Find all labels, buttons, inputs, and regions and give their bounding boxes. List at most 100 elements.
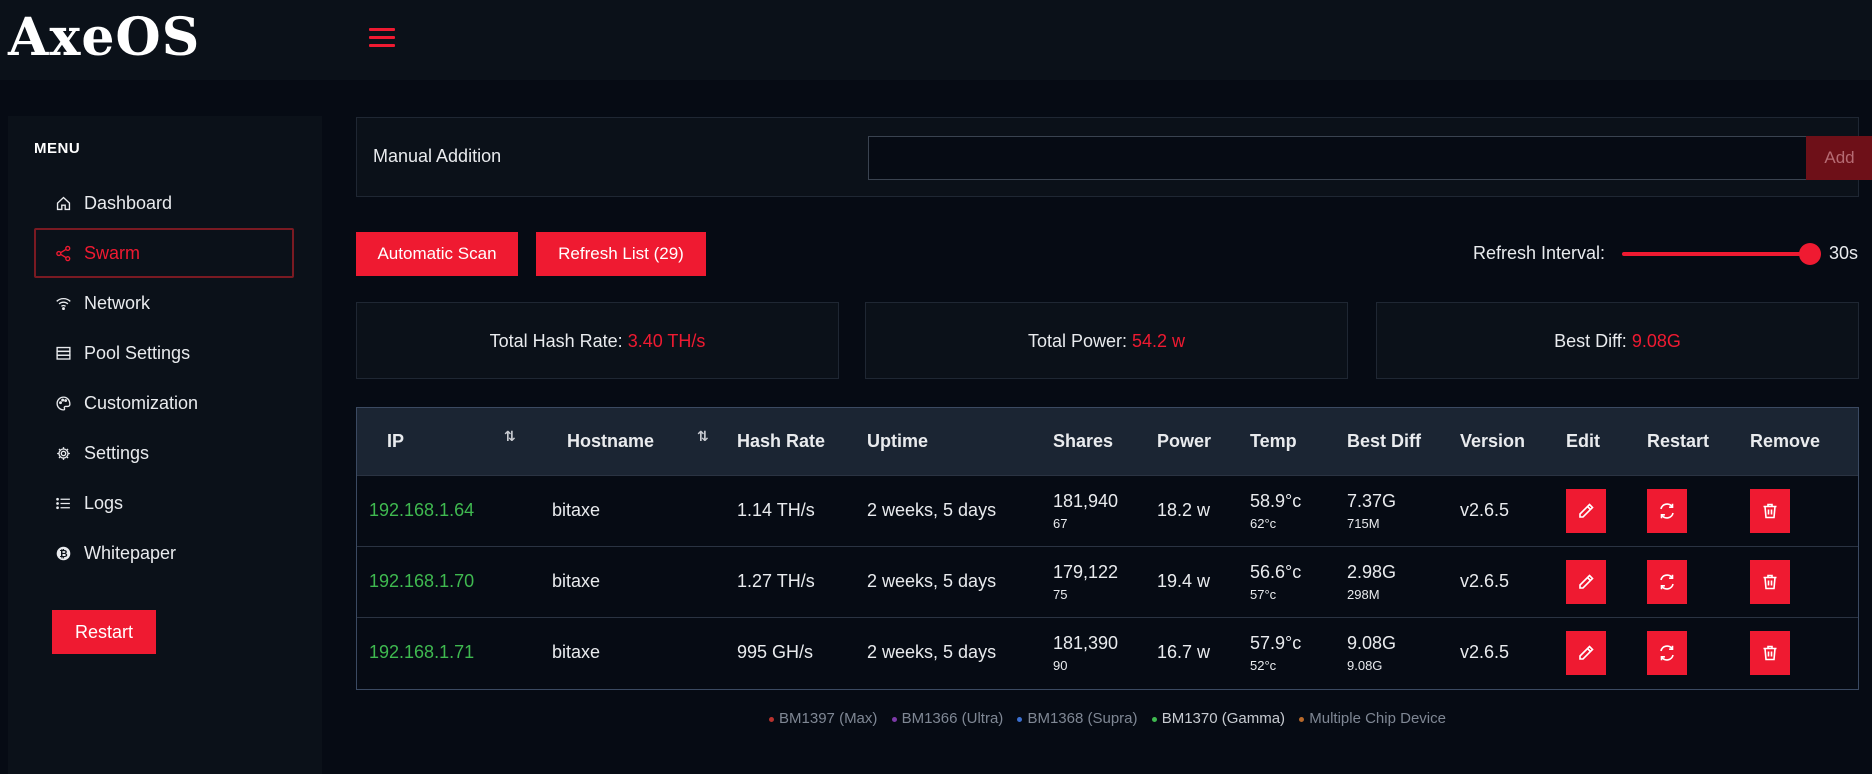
remove-button[interactable] <box>1750 488 1790 533</box>
table-header-row: IP ⇅ Hostname ⇅ Hash Rate Uptime Shares … <box>357 408 1858 475</box>
column-header-ip[interactable]: IP ⇅ <box>387 428 516 451</box>
column-header-restart: Restart <box>1647 430 1710 451</box>
trash-icon <box>1763 503 1777 518</box>
legend-item-multiple-chip: Multiple Chip Device <box>1299 710 1446 727</box>
legend-item-bm1368: BM1368 (Supra) <box>1017 710 1138 727</box>
edit-button[interactable] <box>1566 559 1606 604</box>
restart-device-button[interactable] <box>1647 488 1687 533</box>
device-table: IP ⇅ Hostname ⇅ Hash Rate Uptime Shares … <box>356 407 1859 690</box>
best-diff-value: 9.08G <box>1631 331 1681 351</box>
sidebar-item-label: Customization <box>84 392 199 413</box>
version-cell: v2.6.5 <box>1460 571 1510 591</box>
restart-device-button[interactable] <box>1647 630 1687 675</box>
sidebar-item-customization[interactable]: Customization <box>34 378 294 428</box>
chip-legend: BM1397 (Max) BM1366 (Ultra) BM1368 (Supr… <box>356 710 1859 727</box>
shares-cell: 179,122 75 <box>1053 561 1119 602</box>
power-cell: 19.4 w <box>1157 571 1211 591</box>
remove-button[interactable] <box>1750 559 1790 604</box>
pencil-icon <box>1579 573 1594 589</box>
best-diff-cell: 7.37G 715M <box>1347 490 1397 531</box>
legend-item-bm1370: BM1370 (Gamma) <box>1151 710 1285 727</box>
manual-ip-input[interactable] <box>868 136 1807 180</box>
gear-icon <box>54 444 72 462</box>
sidebar-item-label: Network <box>84 292 151 313</box>
menu-title: MENU <box>34 140 81 157</box>
sort-icon[interactable]: ⇅ <box>504 428 516 444</box>
device-ip-link[interactable]: 192.168.1.70 <box>369 571 475 591</box>
total-hash-rate-label: Total Hash Rate: <box>489 331 623 351</box>
sidebar-item-swarm[interactable]: Swarm <box>34 228 294 278</box>
hash-rate-cell: 1.27 TH/s <box>737 571 815 591</box>
manual-addition-label: Manual Addition <box>373 146 502 166</box>
best-diff-cell: 9.08G 9.08G <box>1347 632 1397 673</box>
temp-cell: 56.6°c 57°c <box>1250 561 1302 602</box>
refresh-icon <box>1660 645 1674 661</box>
wifi-icon <box>54 294 72 312</box>
legend-dot <box>1017 716 1023 722</box>
restart-button[interactable]: Restart <box>52 610 156 654</box>
edit-button[interactable] <box>1566 488 1606 533</box>
server-icon <box>54 344 72 362</box>
pencil-icon <box>1579 502 1594 518</box>
refresh-interval-slider-thumb[interactable] <box>1799 243 1821 265</box>
column-header-power: Power <box>1157 430 1212 451</box>
sidebar-item-label: Whitepaper <box>84 542 177 563</box>
sidebar-item-label: Dashboard <box>84 192 173 213</box>
refresh-icon <box>1660 573 1674 590</box>
column-header-uptime: Uptime <box>867 430 929 451</box>
shares-cell: 181,940 67 <box>1053 490 1119 531</box>
sidebar-item-label: Logs <box>84 492 124 513</box>
pencil-icon <box>1579 645 1594 660</box>
device-ip-link[interactable]: 192.168.1.64 <box>369 500 475 520</box>
table-row: 192.168.1.71 bitaxe 995 GH/s 2 weeks, 5 … <box>357 617 1858 688</box>
edit-button[interactable] <box>1566 630 1606 675</box>
device-ip-link[interactable]: 192.168.1.71 <box>369 642 475 663</box>
best-diff-card: Best Diff: 9.08G <box>1376 302 1859 379</box>
hostname-cell: bitaxe <box>552 571 601 591</box>
sidebar-item-dashboard[interactable]: Dashboard <box>34 178 294 228</box>
total-hash-rate-value: 3.40 TH/s <box>627 331 706 351</box>
sidebar-item-settings[interactable]: Settings <box>34 428 294 478</box>
svg-text:₿: ₿ <box>59 548 67 560</box>
sidebar-item-whitepaper[interactable]: ₿ Whitepaper <box>34 528 294 578</box>
sidebar-item-pool-settings[interactable]: Pool Settings <box>34 328 294 378</box>
menu-toggle-button[interactable] <box>369 28 395 48</box>
add-button[interactable]: Add <box>1806 136 1872 180</box>
column-header-shares: Shares <box>1053 430 1114 451</box>
sidebar-item-label: Settings <box>84 442 150 463</box>
column-header-remove: Remove <box>1750 430 1821 451</box>
sidebar-item-logs[interactable]: Logs <box>34 478 294 528</box>
automatic-scan-button[interactable]: Automatic Scan <box>356 232 518 276</box>
refresh-interval-value: 30s <box>1829 243 1859 263</box>
restart-device-button[interactable] <box>1647 559 1687 604</box>
legend-dot <box>1151 716 1157 722</box>
sidebar: MENU Dashboard Swarm Network Pool Settin… <box>8 116 322 774</box>
sidebar-item-label: Pool Settings <box>84 342 191 363</box>
best-diff-cell: 2.98G 298M <box>1347 561 1397 602</box>
total-power-card: Total Power: 54.2 w <box>865 302 1348 379</box>
refresh-list-button[interactable]: Refresh List (29) <box>536 232 706 276</box>
total-power-label: Total Power: <box>1027 331 1127 351</box>
legend-dot <box>891 716 897 722</box>
remove-button[interactable] <box>1750 630 1790 675</box>
trash-icon <box>1763 574 1777 589</box>
legend-dot <box>1299 716 1305 722</box>
column-header-hostname[interactable]: Hostname ⇅ <box>567 428 709 451</box>
power-cell: 16.7 w <box>1157 642 1211 663</box>
refresh-icon <box>1660 502 1674 519</box>
legend-item-bm1397: BM1397 (Max) <box>769 710 877 727</box>
uptime-cell: 2 weeks, 5 days <box>867 571 997 591</box>
home-icon <box>54 194 72 212</box>
temp-cell: 57.9°c 52°c <box>1250 632 1302 673</box>
table-row: 192.168.1.64 bitaxe 1.14 TH/s 2 weeks, 5… <box>357 475 1858 546</box>
hostname-cell: bitaxe <box>552 500 601 520</box>
hash-rate-cell: 1.14 TH/s <box>737 500 815 520</box>
shares-cell: 181,390 90 <box>1053 632 1119 673</box>
hostname-cell: bitaxe <box>552 642 601 663</box>
uptime-cell: 2 weeks, 5 days <box>867 500 997 520</box>
refresh-interval-slider-track[interactable] <box>1622 252 1810 256</box>
version-cell: v2.6.5 <box>1460 642 1510 663</box>
share-icon <box>54 244 72 262</box>
sort-icon[interactable]: ⇅ <box>697 428 709 444</box>
sidebar-item-network[interactable]: Network <box>34 278 294 328</box>
